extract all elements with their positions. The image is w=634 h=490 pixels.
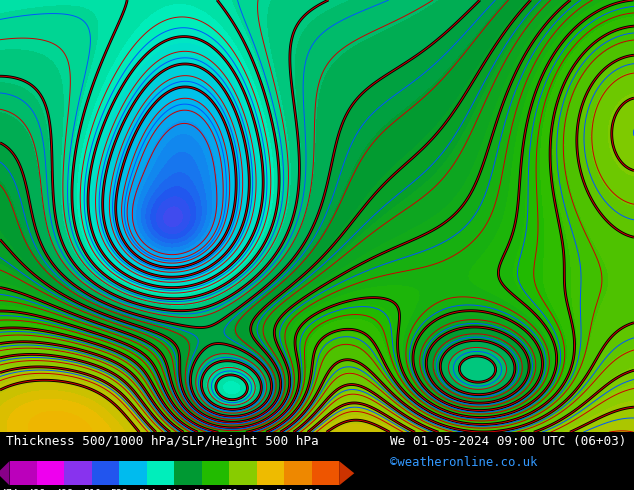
Bar [37,461,65,486]
Text: 474: 474 [1,489,18,490]
Text: 510: 510 [83,489,101,490]
Text: 534: 534 [138,489,156,490]
Text: 606: 606 [302,489,321,490]
Polygon shape [339,461,354,486]
Bar [230,461,257,486]
Text: 594: 594 [275,489,294,490]
Text: 498: 498 [55,489,74,490]
Bar [284,461,312,486]
Text: 558: 558 [193,489,211,490]
Text: Thickness 500/1000 hPa/SLP/Height 500 hPa: Thickness 500/1000 hPa/SLP/Height 500 hP… [6,435,319,448]
Text: 570: 570 [220,489,238,490]
Bar [92,461,119,486]
Bar [65,461,92,486]
Bar [312,461,339,486]
Bar [147,461,174,486]
Bar [257,461,284,486]
Bar [119,461,147,486]
Text: We 01-05-2024 09:00 UTC (06+03): We 01-05-2024 09:00 UTC (06+03) [390,435,626,448]
Text: 486: 486 [28,489,46,490]
Polygon shape [0,461,10,486]
Bar [202,461,230,486]
Bar [174,461,202,486]
Text: 546: 546 [165,489,183,490]
Text: 522: 522 [110,489,129,490]
Bar [10,461,37,486]
Text: 582: 582 [248,489,266,490]
Text: ©weatheronline.co.uk: ©weatheronline.co.uk [390,456,538,469]
